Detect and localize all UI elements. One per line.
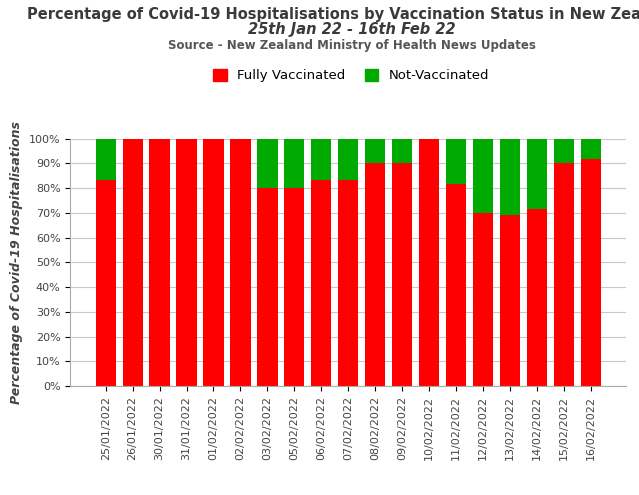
Bar (311, 139, 332, 180)
Bar (581, 159, 601, 386)
Bar (96, 139, 116, 180)
Text: Source - New Zealand Ministry of Health News Updates: Source - New Zealand Ministry of Health … (167, 39, 535, 51)
Bar (311, 180, 332, 386)
Bar (284, 188, 304, 386)
Legend: Fully Vaccinated, Not-Vaccinated: Fully Vaccinated, Not-Vaccinated (208, 63, 495, 88)
Bar (258, 188, 277, 386)
Bar (473, 139, 493, 213)
Bar (338, 139, 358, 180)
Bar (284, 139, 304, 188)
Bar (392, 163, 412, 386)
Bar (581, 139, 601, 159)
Bar (365, 163, 385, 386)
Bar (365, 139, 385, 163)
Bar (419, 139, 439, 386)
Bar (554, 139, 574, 163)
Bar (96, 180, 116, 386)
Bar (500, 139, 520, 215)
Bar (176, 139, 197, 386)
Text: Percentage of Covid-19 Hospitalisations by Vaccination Status in New Zealand: Percentage of Covid-19 Hospitalisations … (26, 7, 639, 22)
Bar (500, 215, 520, 386)
Bar (203, 139, 224, 386)
Bar (123, 139, 142, 386)
Bar (554, 163, 574, 386)
Y-axis label: Percentage of Covid-19 Hospitalisations: Percentage of Covid-19 Hospitalisations (10, 121, 24, 404)
Bar (446, 184, 466, 386)
Text: 25th Jan 22 - 16th Feb 22: 25th Jan 22 - 16th Feb 22 (248, 22, 455, 37)
Bar (446, 139, 466, 184)
Bar (527, 139, 547, 209)
Bar (230, 139, 250, 386)
Bar (338, 180, 358, 386)
Bar (258, 139, 277, 188)
Bar (392, 139, 412, 163)
Bar (473, 213, 493, 386)
Bar (527, 209, 547, 386)
Bar (150, 139, 170, 386)
